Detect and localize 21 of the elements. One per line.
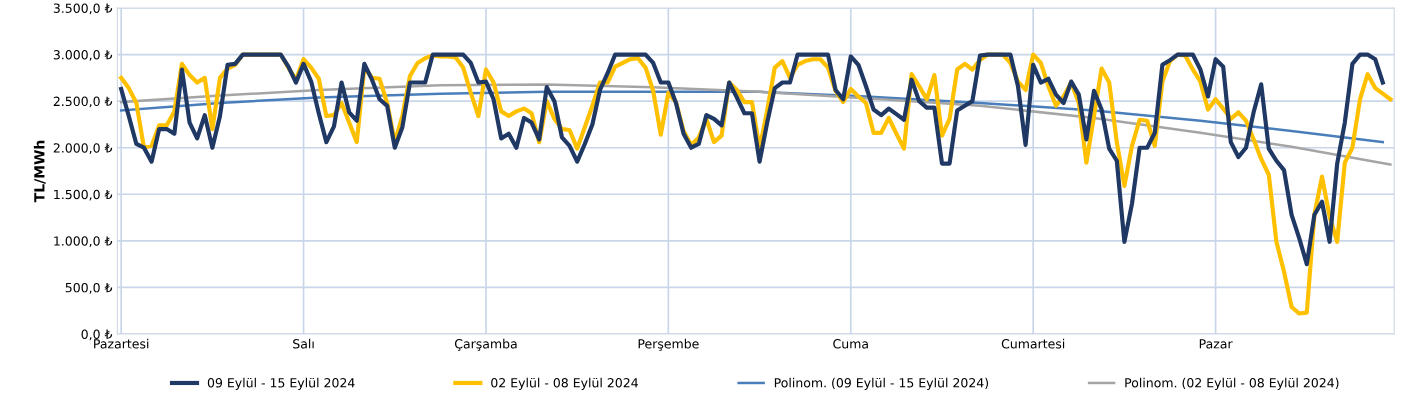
x-tick-label: Perşembe [638, 338, 699, 351]
y-axis-title: TL/MWh [33, 140, 46, 203]
y-tick-label: 1.500,0 ₺ [54, 189, 113, 201]
y-tick-label: 3.500,0 ₺ [53, 3, 113, 15]
legend-label: 09 Eylül - 15 Eylül 2024 [207, 377, 355, 390]
y-tick-label: 500,0 ₺ [65, 282, 113, 294]
line-series [119, 52, 1385, 267]
y-tick-label: 0,0 ₺ [81, 329, 113, 341]
y-tick-label: 2.000,0 ₺ [53, 143, 113, 154]
x-tick-label: Salı [293, 338, 314, 349]
x-tick-label: Pazar [1199, 339, 1233, 349]
y-tick-label: 3.000,0 ₺ [53, 50, 113, 61]
y-tick-label: 1.000,0 ₺ [54, 236, 113, 248]
legend-label: Polinom. (02 Eylül - 08 Eylül 2024) [1125, 377, 1339, 390]
x-tick-label: Cuma [833, 339, 868, 349]
legend-label: Polinom. (09 Eylül - 15 Eylül 2024) [774, 377, 989, 390]
x-tick-label: Cumartesi [1001, 338, 1065, 349]
x-tick-label: Çarşamba [454, 338, 517, 351]
y-tick-label: 2.500,0 ₺ [53, 96, 113, 108]
x-tick-label: Pazartesi [94, 338, 149, 349]
legend-label: 02 Eylül - 08 Eylül 2024 [491, 377, 638, 390]
